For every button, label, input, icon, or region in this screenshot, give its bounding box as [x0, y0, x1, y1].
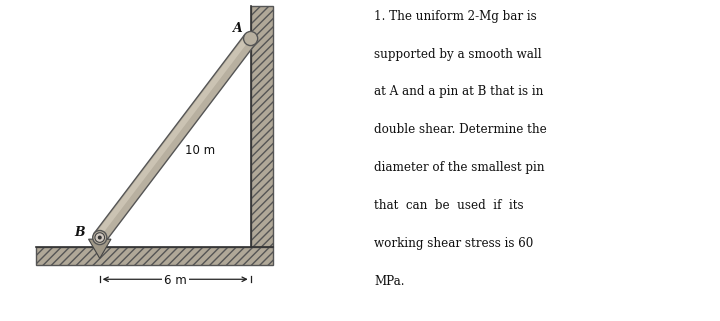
Text: diameter of the smallest pin: diameter of the smallest pin — [374, 161, 545, 174]
Text: that  can  be  used  if  its: that can be used if its — [374, 199, 524, 212]
Circle shape — [95, 233, 104, 242]
Bar — [35, 247, 273, 265]
Text: A: A — [233, 22, 243, 35]
Circle shape — [99, 236, 101, 239]
Text: working shear stress is 60: working shear stress is 60 — [374, 237, 534, 250]
Circle shape — [93, 230, 107, 245]
Circle shape — [243, 31, 258, 46]
Bar — [251, 6, 273, 247]
Polygon shape — [95, 35, 251, 238]
Polygon shape — [94, 34, 256, 242]
Polygon shape — [89, 239, 111, 258]
Text: MPa.: MPa. — [374, 275, 405, 288]
Text: double shear. Determine the: double shear. Determine the — [374, 123, 547, 136]
Text: B: B — [74, 226, 85, 239]
Text: 10 m: 10 m — [185, 144, 215, 157]
Text: 6 m: 6 m — [164, 274, 186, 287]
Bar — [251, 6, 273, 247]
Text: 1. The uniform 2-Mg bar is: 1. The uniform 2-Mg bar is — [374, 10, 537, 22]
Text: at A and a pin at B that is in: at A and a pin at B that is in — [374, 85, 544, 98]
Bar — [35, 247, 273, 265]
Text: supported by a smooth wall: supported by a smooth wall — [374, 48, 542, 60]
